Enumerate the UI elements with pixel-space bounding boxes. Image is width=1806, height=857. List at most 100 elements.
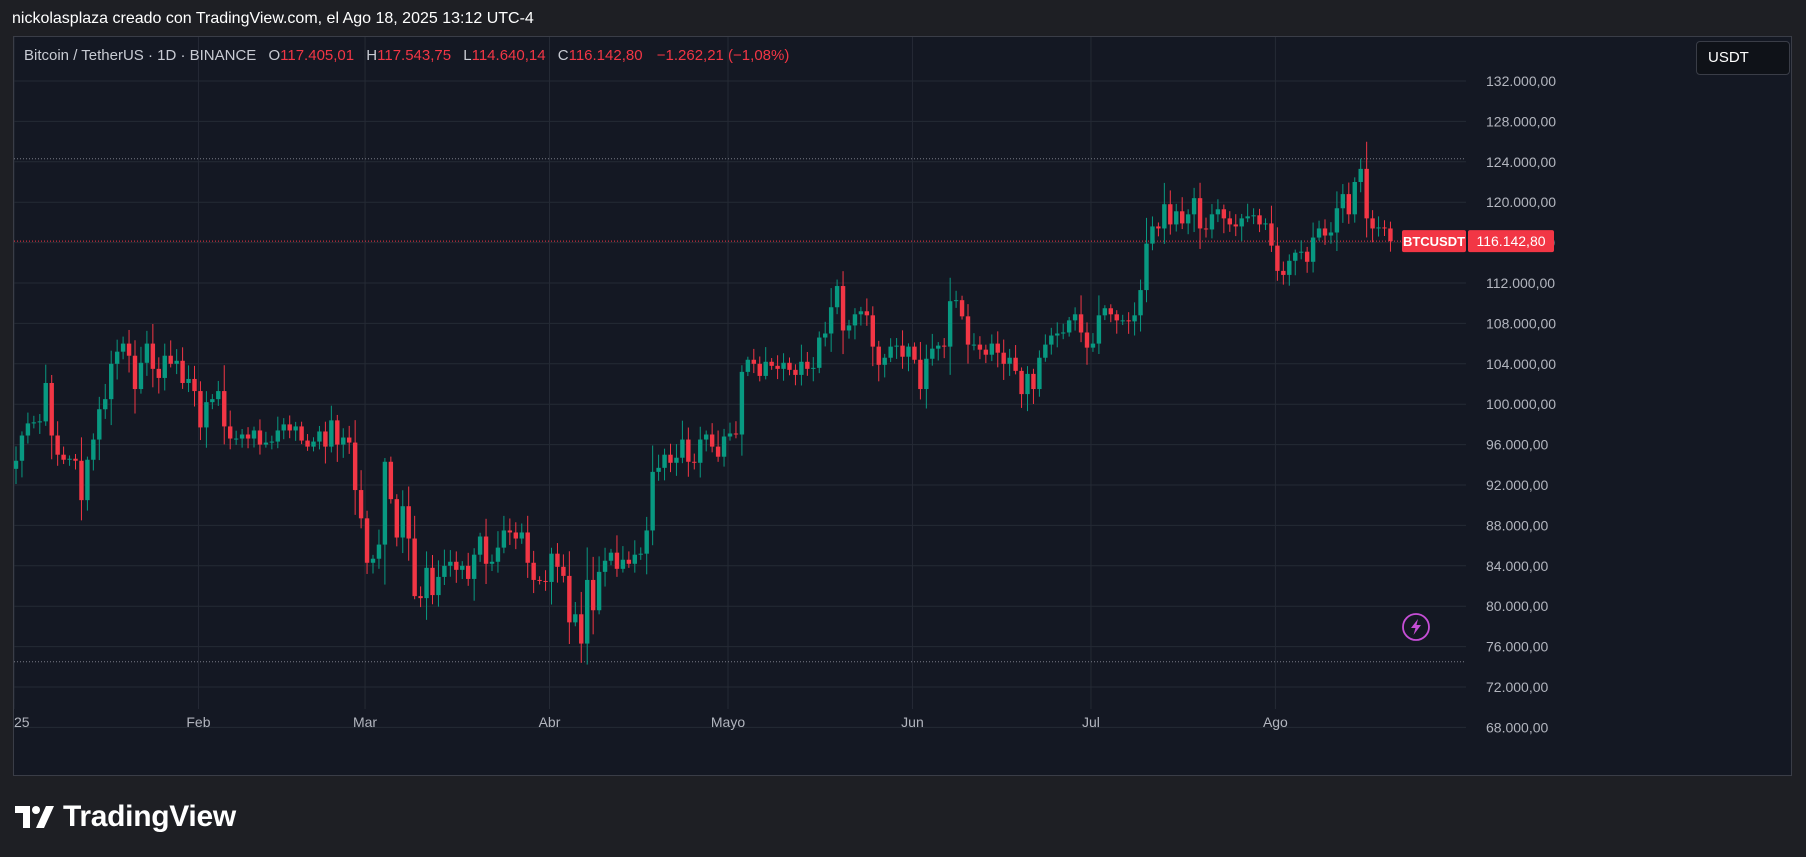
candle[interactable]	[1043, 334, 1048, 362]
candle[interactable]	[936, 342, 941, 361]
candle[interactable]	[293, 421, 298, 441]
tradingview-logo[interactable]: TradingView	[15, 800, 236, 834]
candle[interactable]	[442, 549, 447, 586]
candle[interactable]	[906, 343, 911, 372]
candle[interactable]	[347, 425, 352, 454]
candle[interactable]	[1174, 203, 1179, 232]
candle[interactable]	[1037, 350, 1042, 397]
candle[interactable]	[382, 458, 388, 585]
candle[interactable]	[1239, 213, 1244, 242]
candle[interactable]	[1072, 307, 1078, 331]
candle[interactable]	[590, 556, 596, 635]
candle[interactable]	[228, 410, 233, 450]
candle[interactable]	[805, 351, 810, 376]
candle[interactable]	[698, 426, 703, 478]
candle[interactable]	[489, 554, 495, 572]
candle[interactable]	[1263, 218, 1268, 231]
candle[interactable]	[608, 548, 614, 566]
candle[interactable]	[114, 339, 120, 380]
candle[interactable]	[1156, 222, 1161, 237]
candle[interactable]	[930, 333, 935, 366]
candle[interactable]	[1013, 345, 1018, 375]
candle[interactable]	[1269, 205, 1274, 252]
candle[interactable]	[596, 556, 602, 615]
candle[interactable]	[388, 456, 394, 504]
candle[interactable]	[150, 323, 156, 388]
candle[interactable]	[781, 353, 786, 381]
candle[interactable]	[745, 356, 751, 377]
candle[interactable]	[460, 561, 465, 580]
candle[interactable]	[983, 344, 989, 364]
candle[interactable]	[192, 365, 197, 407]
candle[interactable]	[650, 445, 655, 546]
candle[interactable]	[1251, 208, 1256, 225]
candle[interactable]	[1322, 219, 1328, 245]
candle[interactable]	[43, 364, 48, 426]
candle[interactable]	[959, 295, 965, 320]
candle[interactable]	[305, 434, 310, 451]
candle[interactable]	[632, 540, 637, 573]
candle[interactable]	[471, 548, 477, 601]
candle[interactable]	[245, 427, 251, 449]
candle[interactable]	[531, 550, 536, 594]
candle[interactable]	[846, 319, 852, 339]
candle[interactable]	[1221, 204, 1227, 234]
candle[interactable]	[525, 515, 530, 578]
candle[interactable]	[1162, 182, 1167, 244]
candle[interactable]	[144, 330, 150, 376]
candle[interactable]	[85, 456, 90, 511]
candle[interactable]	[370, 554, 376, 574]
candle[interactable]	[424, 551, 429, 620]
candle[interactable]	[644, 516, 649, 575]
candle[interactable]	[329, 405, 334, 453]
candle[interactable]	[37, 414, 42, 434]
candle[interactable]	[864, 298, 870, 326]
candle[interactable]	[721, 428, 727, 467]
candle[interactable]	[739, 365, 745, 456]
candle[interactable]	[1019, 367, 1024, 408]
candle[interactable]	[257, 419, 263, 455]
candle[interactable]	[1316, 220, 1322, 241]
candle[interactable]	[715, 430, 721, 462]
candle[interactable]	[25, 412, 31, 444]
candle[interactable]	[614, 535, 620, 577]
candle[interactable]	[971, 333, 977, 351]
candle[interactable]	[1352, 177, 1357, 223]
candle[interactable]	[1382, 220, 1387, 236]
candle[interactable]	[1001, 339, 1006, 380]
candle[interactable]	[1144, 217, 1149, 303]
candle[interactable]	[31, 415, 37, 429]
candle[interactable]	[222, 365, 227, 445]
candle[interactable]	[97, 396, 102, 461]
candle[interactable]	[793, 364, 798, 386]
candle[interactable]	[918, 341, 923, 400]
candle[interactable]	[1007, 348, 1012, 376]
candle[interactable]	[888, 338, 893, 363]
candle[interactable]	[406, 486, 411, 561]
candle[interactable]	[852, 308, 858, 340]
candle[interactable]	[1293, 249, 1298, 276]
candle[interactable]	[1197, 182, 1203, 249]
candle[interactable]	[400, 490, 405, 554]
candle[interactable]	[1215, 199, 1221, 223]
candle[interactable]	[1299, 240, 1304, 260]
candle[interactable]	[1078, 295, 1084, 343]
candle[interactable]	[924, 344, 929, 409]
candle[interactable]	[1203, 217, 1209, 238]
candle[interactable]	[412, 515, 417, 600]
candle[interactable]	[174, 349, 179, 375]
candle[interactable]	[162, 343, 167, 391]
candle[interactable]	[858, 306, 864, 326]
candle[interactable]	[840, 271, 846, 355]
candle[interactable]	[1334, 191, 1340, 252]
candle[interactable]	[775, 355, 780, 380]
candle[interactable]	[1066, 316, 1072, 337]
candle[interactable]	[186, 365, 191, 393]
candle[interactable]	[692, 453, 697, 470]
candle[interactable]	[1185, 209, 1191, 235]
candle[interactable]	[900, 330, 905, 369]
candle[interactable]	[555, 543, 560, 583]
candle[interactable]	[19, 431, 25, 478]
candle[interactable]	[477, 532, 483, 562]
candle[interactable]	[686, 427, 691, 477]
